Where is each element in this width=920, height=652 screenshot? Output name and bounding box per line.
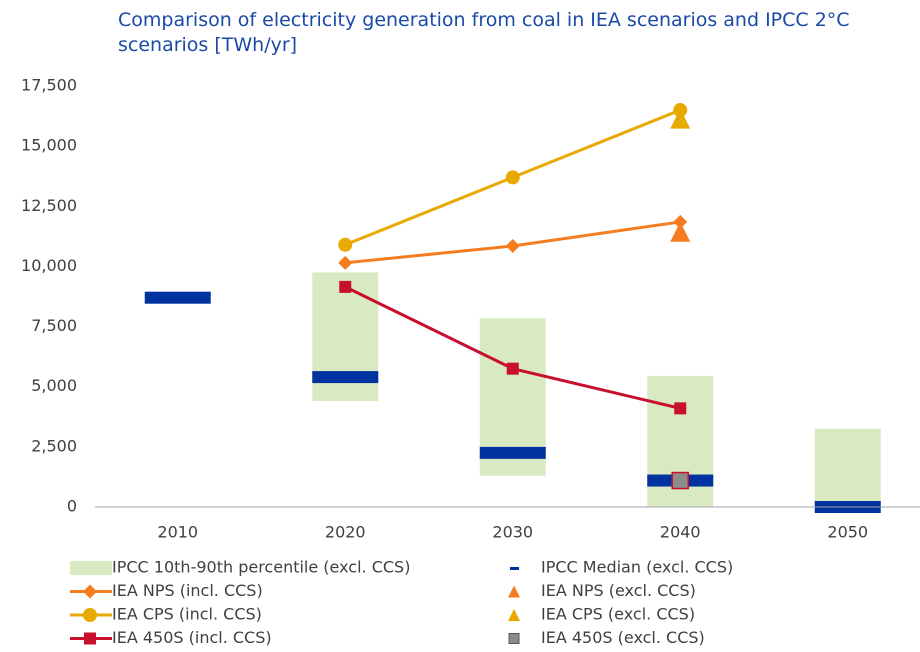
legend-label: IEA 450S (excl. CCS) <box>541 628 705 647</box>
square-marker <box>671 471 689 490</box>
x-tick-label: 2050 <box>827 523 868 542</box>
median-bar <box>479 446 546 459</box>
legend-marker <box>83 584 97 599</box>
median-bar <box>144 291 211 304</box>
x-tick-label: 2010 <box>157 523 198 542</box>
legend-label: IPCC Median (excl. CCS) <box>541 558 733 577</box>
triangle-marker <box>670 108 691 129</box>
legend-swatch <box>508 585 520 598</box>
legend-label: IPCC 10th-90th percentile (excl. CCS) <box>112 558 410 577</box>
y-tick-label: 2,500 <box>31 436 77 455</box>
y-tick-label: 10,000 <box>21 256 77 275</box>
x-tick-label: 2040 <box>660 523 701 542</box>
legend-swatch <box>510 567 519 570</box>
point-marker <box>339 280 352 293</box>
y-tick-label: 7,500 <box>31 316 77 335</box>
legend-marker <box>84 632 96 645</box>
legend-swatch <box>70 561 112 575</box>
point-marker <box>505 238 520 253</box>
point-marker <box>674 402 687 415</box>
y-tick-label: 5,000 <box>31 376 77 395</box>
legend-label: IEA CPS (incl. CCS) <box>112 605 262 624</box>
percentile-range <box>814 428 881 507</box>
x-tick-label: 2030 <box>492 523 533 542</box>
legend-swatch <box>508 609 520 621</box>
legend-marker <box>83 608 97 622</box>
point-marker <box>338 237 353 252</box>
point-marker <box>505 170 520 185</box>
legend-label: IEA CPS (excl. CCS) <box>541 605 695 624</box>
x-tick-label: 2020 <box>325 523 366 542</box>
triangle-marker <box>670 221 691 242</box>
legend-swatch <box>508 633 520 644</box>
y-tick-label: 12,500 <box>21 196 77 215</box>
median-bar <box>312 371 379 384</box>
point-marker <box>506 362 519 375</box>
legend-label: IEA 450S (incl. CCS) <box>112 628 272 647</box>
legend-label: IEA NPS (excl. CCS) <box>541 581 696 600</box>
point-marker <box>338 255 353 270</box>
legend-label: IEA NPS (incl. CCS) <box>112 581 263 600</box>
y-tick-label: 0 <box>67 497 77 516</box>
y-tick-label: 17,500 <box>21 76 77 95</box>
y-tick-label: 15,000 <box>21 136 77 155</box>
chart-title: Comparison of electricity generation fro… <box>118 9 850 56</box>
